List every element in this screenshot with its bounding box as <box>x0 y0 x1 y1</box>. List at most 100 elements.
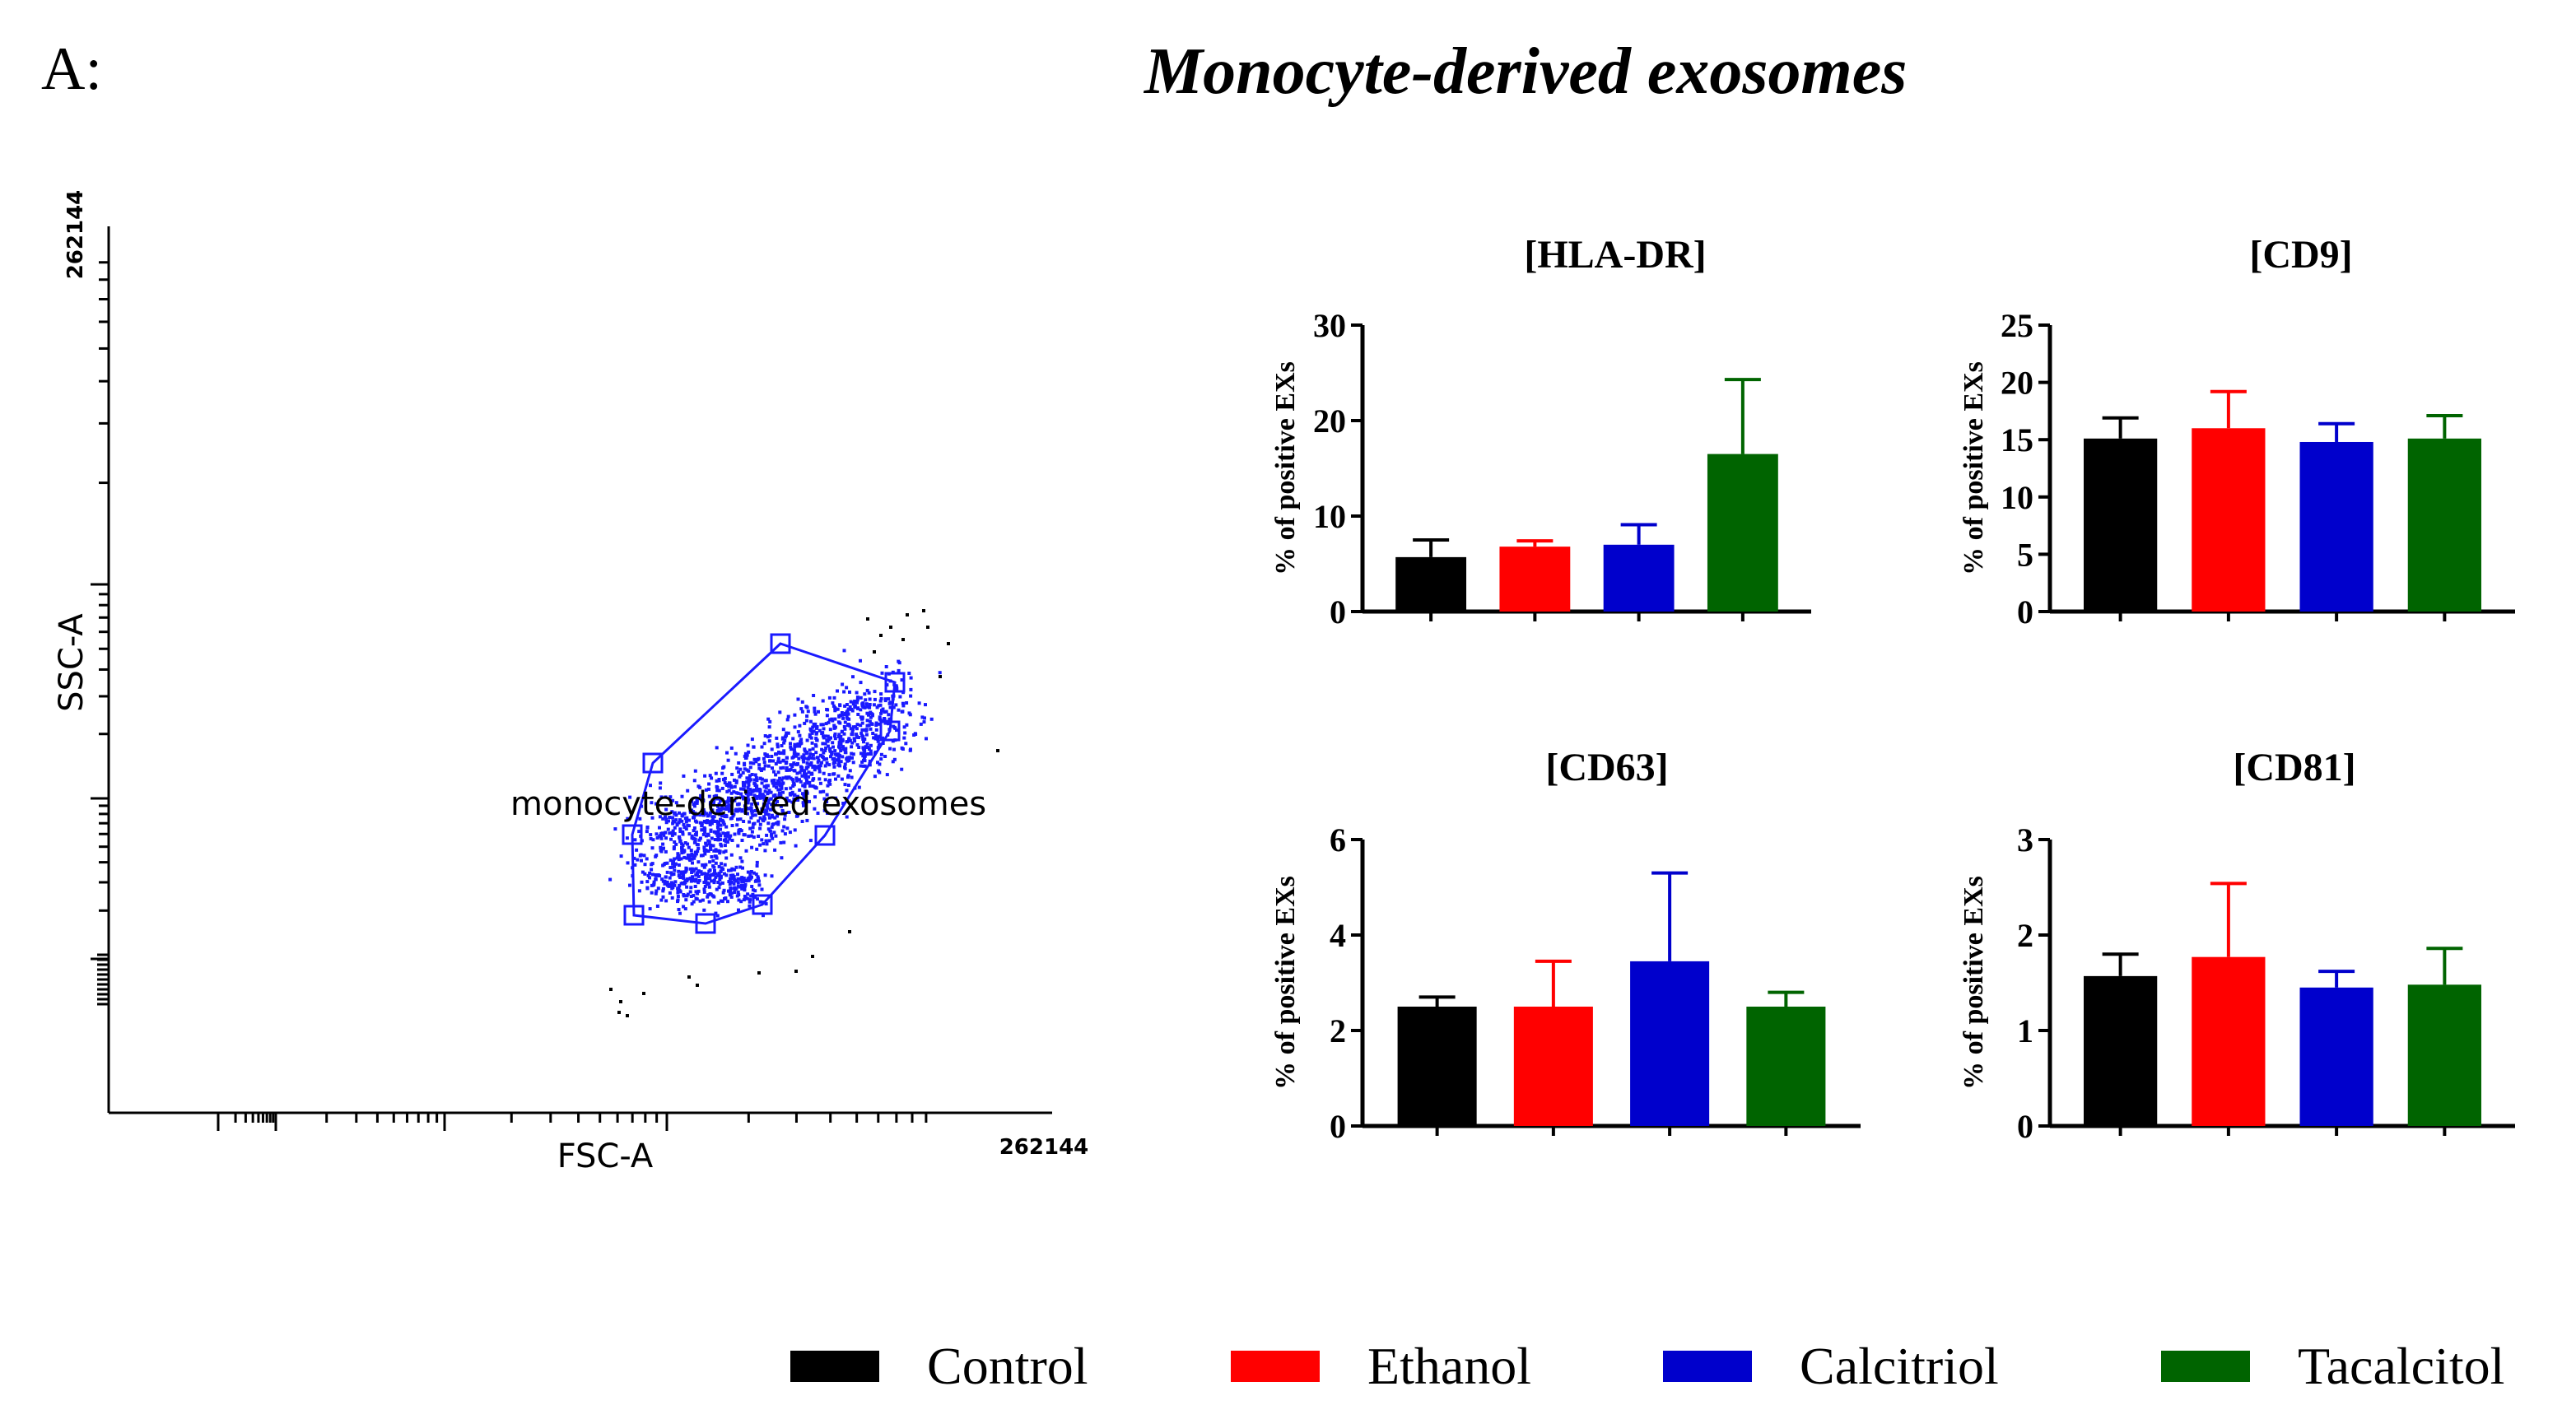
legend-item-control: Control <box>790 1329 1088 1403</box>
flow-event-dot <box>830 752 834 756</box>
flow-event-dot <box>709 848 713 851</box>
flow-event-dot <box>848 707 852 711</box>
flow-event-dot <box>825 714 829 718</box>
flow-event-dot <box>654 873 658 877</box>
flow-event-dot <box>729 877 732 881</box>
flow-event-dot <box>837 743 841 747</box>
flow-event-dot <box>859 731 864 735</box>
flow-event-dot <box>668 876 672 880</box>
flow-event-dot <box>813 722 818 726</box>
flow-event-dot <box>925 737 928 741</box>
flow-event-dot <box>843 704 847 708</box>
bar-ethanol <box>2192 956 2266 1126</box>
flow-event-dot <box>850 733 855 737</box>
flow-event-dot <box>742 784 745 788</box>
flow-event-dot <box>776 788 780 792</box>
flow-event-dot <box>905 723 909 727</box>
flow-event-dot <box>710 836 714 840</box>
flow-event-dot <box>790 747 794 751</box>
flow-event-dot <box>785 766 789 770</box>
flow-event-dot <box>805 738 809 742</box>
flow-event-dot <box>799 737 804 742</box>
flow-event-dot <box>716 881 720 884</box>
flow-event-dot <box>812 756 816 761</box>
legend-label-tacalcitol: Tacalcitol <box>2298 1337 2505 1395</box>
flow-event-dot <box>654 877 658 882</box>
flow-event-dot <box>717 789 721 793</box>
flow-event-dot <box>724 873 729 877</box>
flow-event-dot <box>750 773 754 776</box>
flow-event-dot <box>692 829 696 833</box>
flow-event-dot <box>837 733 841 737</box>
flow-event-dot <box>719 823 723 827</box>
flow-event-dot <box>693 885 697 888</box>
flow-event-dot <box>850 751 854 756</box>
flow-event-dot <box>682 905 686 909</box>
figure-title: Monocyte-derived exosomes <box>1144 35 1908 108</box>
flow-event-dot <box>766 806 770 810</box>
flow-event-dot <box>878 762 882 766</box>
flow-event-dot <box>748 904 752 908</box>
flow-event-dot <box>818 770 822 774</box>
flow-event-dot <box>823 749 827 752</box>
flow-event-dot <box>741 866 744 870</box>
flow-outlier-dot <box>696 984 699 987</box>
flow-event-dot <box>674 842 678 846</box>
flow-event-dot <box>865 723 869 728</box>
flow-event-dot <box>720 786 724 790</box>
flow-event-dot <box>804 765 808 770</box>
flow-event-dot <box>878 699 883 703</box>
flow-event-dot <box>633 838 637 842</box>
flow-event-dot <box>768 759 772 763</box>
flow-event-dot <box>848 756 852 760</box>
flow-event-dot <box>661 817 665 821</box>
flow-event-dot <box>748 872 752 877</box>
flow-event-dot <box>744 896 748 900</box>
flow-event-dot <box>774 752 777 756</box>
flow-event-dot <box>845 703 849 706</box>
flow-event-dot <box>733 784 737 789</box>
flow-event-dot <box>722 778 726 782</box>
flow-event-dot <box>746 812 749 816</box>
flow-event-dot <box>736 817 739 821</box>
flow-event-dot <box>687 845 691 849</box>
flow-event-dot <box>696 846 701 850</box>
flow-event-dot <box>706 895 710 899</box>
flow-event-dot <box>736 872 739 877</box>
flow-event-dot <box>722 888 726 892</box>
chart-title: [CD63] <box>1545 746 1668 789</box>
flow-event-dot <box>831 701 835 705</box>
flow-event-dot <box>780 737 785 741</box>
flow-event-dot <box>860 728 864 732</box>
flow-event-dot <box>789 767 793 771</box>
flow-event-dot <box>796 794 799 798</box>
flow-event-dot <box>715 746 719 750</box>
flow-event-dot <box>780 829 785 833</box>
flow-event-dot <box>680 794 684 798</box>
flow-event-dot <box>749 834 753 838</box>
legend-label-calcitriol: Calcitriol <box>1800 1337 1999 1395</box>
flow-event-dot <box>720 807 724 811</box>
flow-event-dot <box>750 845 754 849</box>
flow-event-dot <box>698 785 702 789</box>
flow-event-dot <box>638 854 642 858</box>
flow-event-dot <box>740 839 744 842</box>
flow-event-dot <box>802 771 806 775</box>
flow-event-dot <box>752 781 757 785</box>
flow-outlier-dot <box>873 650 876 654</box>
flow-event-dot <box>833 737 837 741</box>
flow-event-dot <box>895 728 898 733</box>
flow-event-dot <box>715 914 720 918</box>
flow-event-dot <box>709 828 713 832</box>
flow-event-dot <box>766 735 770 739</box>
flow-event-dot <box>790 778 794 781</box>
flow-event-dot <box>732 875 736 878</box>
flow-event-dot <box>680 846 683 849</box>
flow-event-dot <box>683 817 687 821</box>
flow-event-dot <box>772 784 776 788</box>
flow-event-dot <box>776 814 779 818</box>
flow-event-dot <box>659 834 663 838</box>
flow-event-dot <box>762 784 766 789</box>
flow-event-dot <box>685 856 689 860</box>
chart-y-tick-label: 10 <box>1313 498 1346 535</box>
